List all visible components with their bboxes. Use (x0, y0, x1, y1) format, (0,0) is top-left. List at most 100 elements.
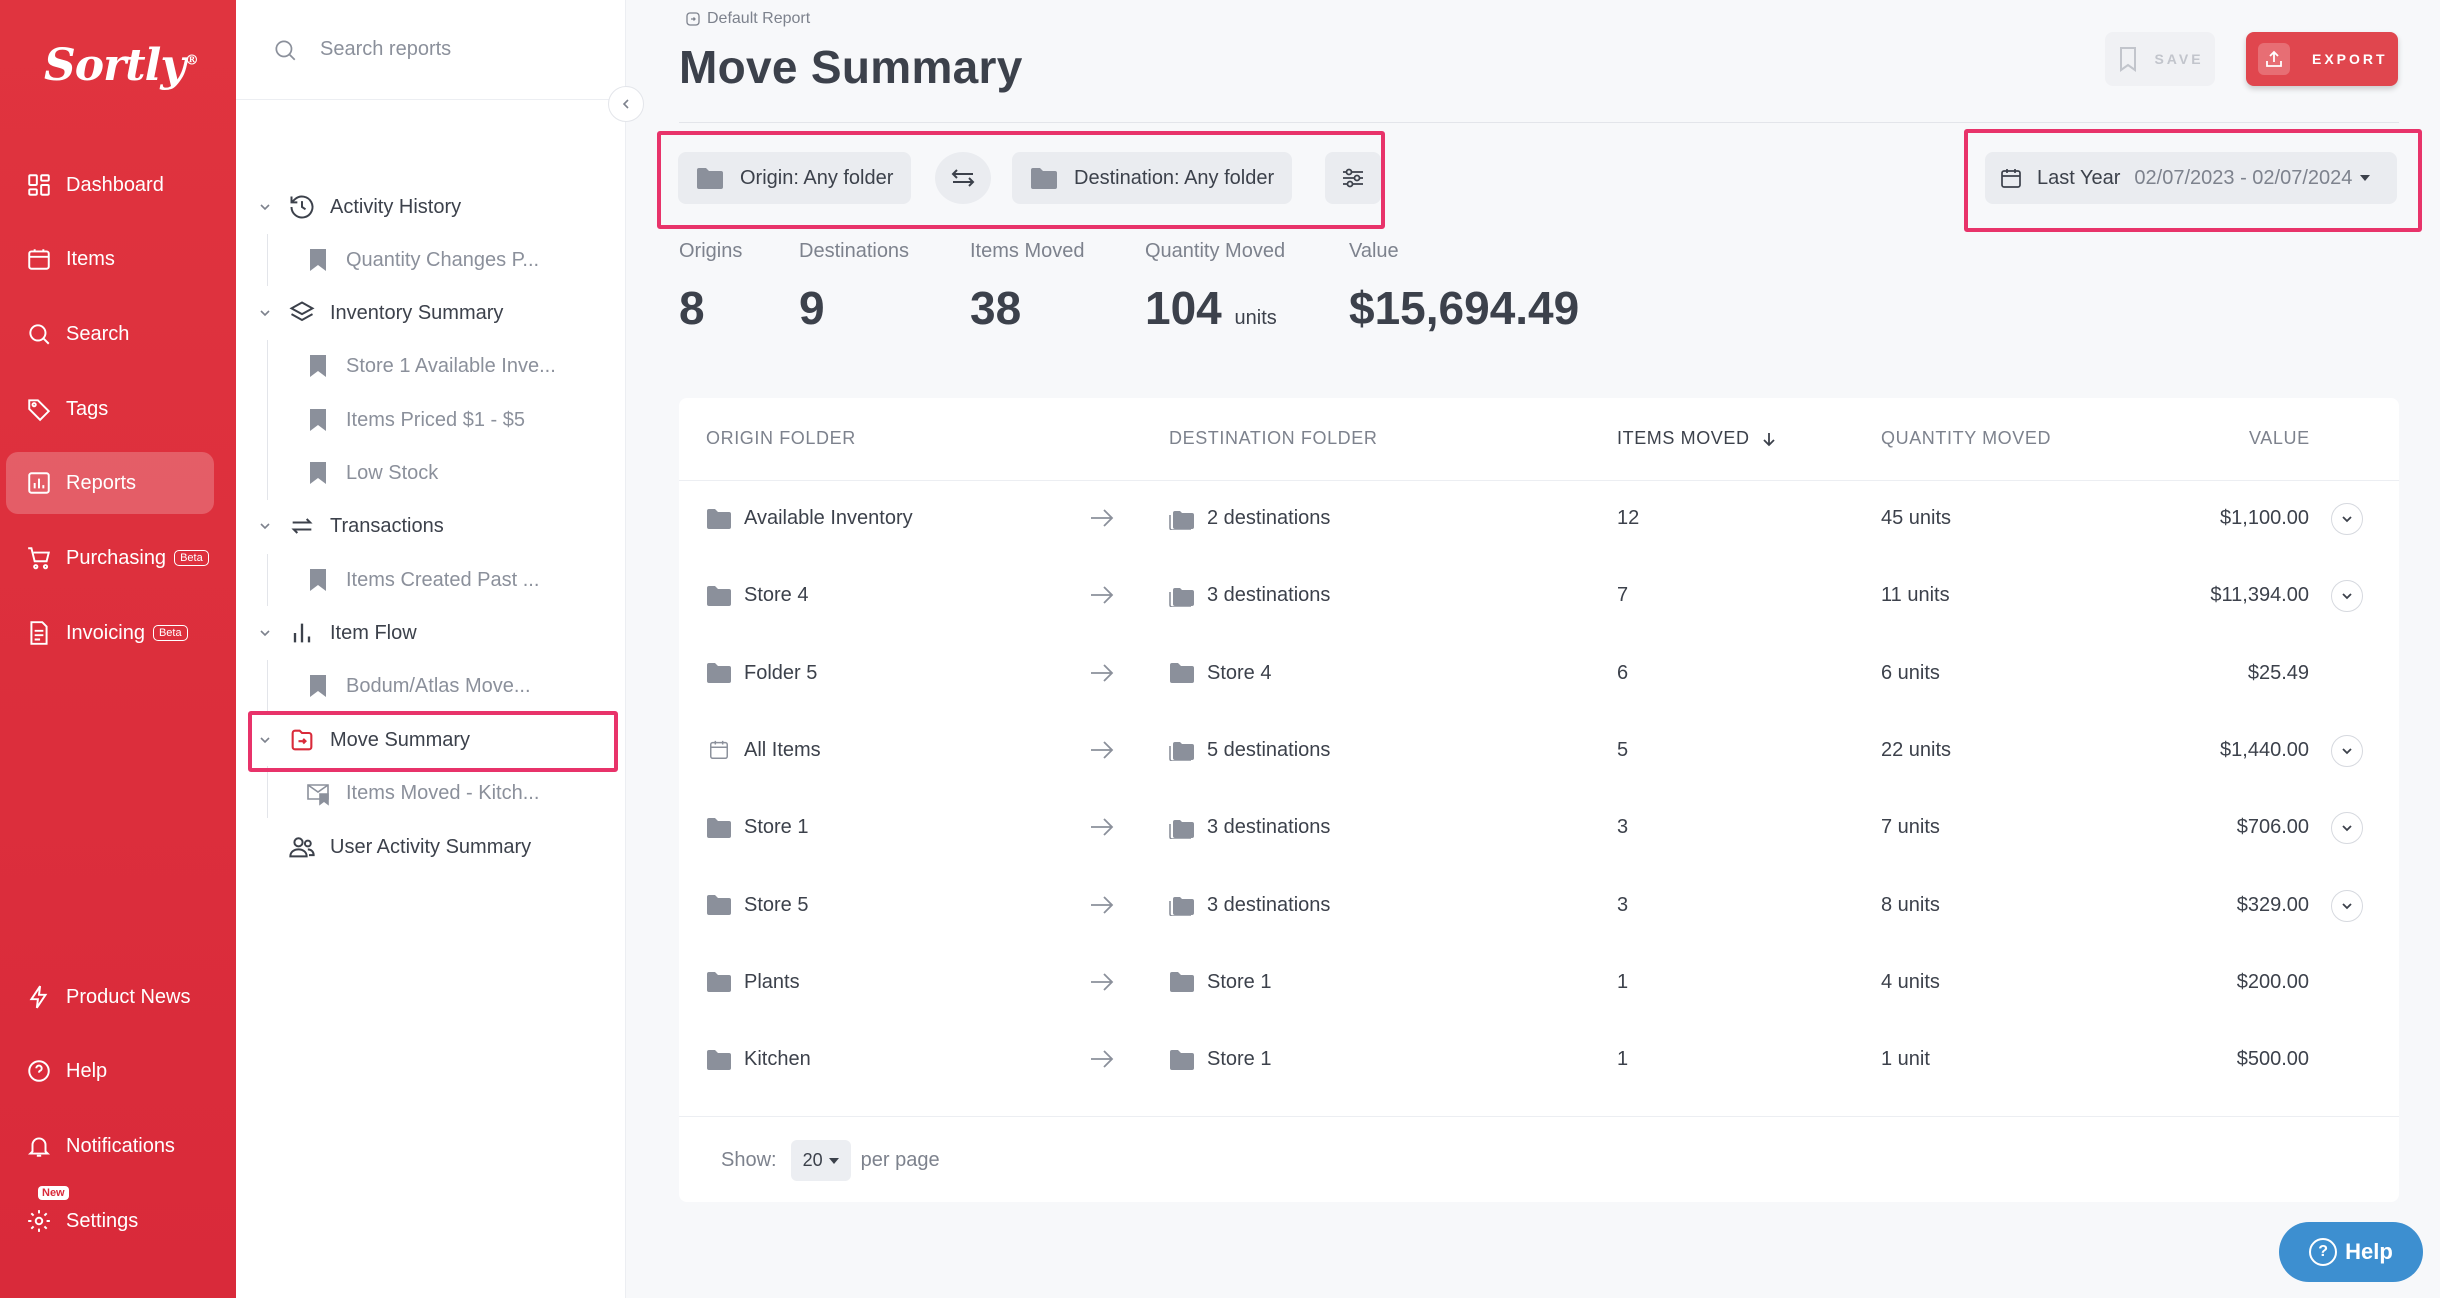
sortly-logo[interactable]: Sortly® (44, 40, 199, 91)
tree-child-item[interactable]: Items Moved - Kitch... (236, 767, 626, 819)
items-icon (28, 249, 50, 270)
tree-item-user-activity-summary[interactable]: User Activity Summary (236, 821, 626, 873)
tree-child-item[interactable]: Bodum/Atlas Move... (236, 660, 626, 712)
nav-tags[interactable]: Tags (6, 378, 214, 440)
table-row[interactable]: Plants Store 1 1 4 units $200.00 (679, 945, 2399, 1022)
stat-label: Destinations (799, 240, 910, 262)
tree-child-item[interactable]: Items Created Past ... (236, 554, 626, 606)
nav-settings[interactable]: Settings New (6, 1186, 214, 1252)
export-button[interactable]: EXPORT (2246, 32, 2398, 86)
per-page-label: per page (860, 1149, 940, 1171)
arrow-right-icon (1091, 586, 1114, 604)
tree-item-transactions[interactable]: Transactions (236, 500, 626, 552)
collapse-sidebar-button[interactable] (608, 86, 644, 122)
tree-item-item-flow[interactable]: Item Flow (236, 607, 626, 659)
save-label: SAVE (2154, 51, 2204, 67)
table-row[interactable]: Kitchen Store 1 1 1 unit $500.00 (679, 1022, 2399, 1099)
expand-row-button[interactable] (2331, 503, 2363, 535)
filter-options-button[interactable] (1325, 152, 1381, 204)
tree-child-item[interactable]: Items Priced $1 - $5 (236, 394, 626, 446)
export-label: EXPORT (2312, 51, 2388, 67)
destination-name: Store 1 (1207, 1048, 1272, 1071)
expand-row-button[interactable] (2331, 580, 2363, 613)
bookmark-icon (2120, 47, 2137, 72)
expand-row-button[interactable] (2331, 734, 2363, 767)
help-chat-button[interactable]: ? Help (2279, 1222, 2423, 1282)
chevron-down-icon[interactable] (258, 306, 272, 320)
nav-notifications[interactable]: Notifications (6, 1115, 214, 1177)
search-reports-input[interactable] (320, 38, 600, 61)
tree-line (267, 660, 268, 712)
chevron-down-icon[interactable] (258, 519, 272, 533)
stat-items-moved: Items Moved 38 (970, 240, 1084, 335)
tree-child-label: Quantity Changes P... (346, 248, 540, 271)
expand-row-button[interactable] (2331, 889, 2363, 922)
bell-icon (27, 1137, 51, 1157)
nav-label: Tags (66, 397, 109, 420)
bookmark-icon (310, 355, 326, 377)
nav-dashboard[interactable]: Dashboard (6, 154, 214, 216)
main-nav: Sortly® Dashboard Items Search Tags Repo… (0, 0, 236, 1298)
quantity-moved-cell: 6 units (1881, 661, 1940, 684)
col-header-items-moved[interactable]: ITEMS MOVED (1617, 428, 1778, 449)
table-row[interactable]: Store 1 3 destinations 3 7 units $706.00 (679, 790, 2399, 867)
folder-icon (1031, 168, 1057, 189)
origin-cell: Available Inventory (706, 507, 913, 530)
table-row[interactable]: Available Inventory 2 destinations 12 45 un… (679, 481, 2399, 558)
destination-filter-button[interactable]: Destination: Any folder (1012, 152, 1293, 204)
pagination-footer: Show: 20 per page (721, 1140, 940, 1181)
tree-child-item[interactable]: Quantity Changes P... (236, 234, 626, 286)
stat-label: Quantity Moved (1145, 240, 1286, 262)
nav-invoicing[interactable]: Invoicing Beta (6, 602, 214, 664)
chevron-down-icon[interactable] (258, 626, 272, 640)
table-row[interactable]: Folder 5 Store 4 6 6 units $25.49 (679, 636, 2399, 713)
swap-origin-destination-button[interactable] (935, 152, 991, 204)
destination-name: Store 4 (1207, 661, 1272, 684)
chevron-down-icon[interactable] (258, 200, 272, 214)
save-button[interactable]: SAVE (2105, 32, 2215, 86)
expand-row-button[interactable] (2331, 812, 2363, 845)
nav-reports[interactable]: Reports (6, 452, 214, 514)
arrow-right-icon (1091, 973, 1114, 991)
table-row[interactable]: Store 4 3 destinations 7 11 units $11,394.00 (679, 558, 2399, 635)
tree-item-move-summary[interactable]: Move Summary (236, 714, 626, 766)
stat-value: $15,694.49 (1349, 282, 1580, 334)
annotation-highlight (657, 131, 1385, 229)
tree-child-label: Items Created Past ... (346, 568, 540, 591)
col-header-destination[interactable]: DESTINATION FOLDER (1169, 428, 1378, 448)
origin-cell: Kitchen (706, 1048, 811, 1071)
tree-child-item[interactable]: Store 1 Available Inve... (236, 340, 626, 392)
stat-value: 9 (799, 282, 825, 334)
per-page-select[interactable]: 20 (790, 1140, 851, 1181)
gear-icon (28, 1210, 50, 1232)
nav-search[interactable]: Search (6, 303, 214, 365)
dashboard-icon (28, 174, 50, 196)
calendar-icon (710, 741, 728, 760)
folder-icon (707, 585, 731, 606)
tree-item-activity-history[interactable]: Activity History (236, 181, 626, 233)
chevron-down-icon[interactable] (258, 733, 272, 747)
col-header-origin[interactable]: ORIGIN FOLDER (706, 428, 856, 448)
breadcrumb[interactable]: Default Report (685, 10, 810, 28)
tree-child-label: Bodum/Atlas Move... (346, 674, 531, 697)
nav-purchasing[interactable]: Purchasing Beta (6, 527, 214, 589)
folder-icon (697, 168, 723, 189)
origin-filter-button[interactable]: Origin: Any folder (678, 152, 912, 204)
tree-child-item[interactable]: Low Stock (236, 447, 626, 499)
nav-product-news[interactable]: Product News (6, 966, 214, 1028)
date-range-picker[interactable]: Last Year 02/07/2023 - 02/07/2024 (1985, 152, 2397, 204)
destination-cell: 3 destinations (1169, 584, 1330, 607)
table-row[interactable]: All Items 5 destinations 5 22 units $1,440.0… (679, 713, 2399, 790)
tree-item-inventory-summary[interactable]: Inventory Summary (236, 287, 626, 339)
cart-icon (28, 547, 50, 570)
history-icon (290, 195, 314, 219)
items-moved-cell: 5 (1617, 738, 1629, 761)
col-header-quantity[interactable]: QUANTITY MOVED (1881, 428, 2052, 448)
nav-items[interactable]: Items (6, 228, 214, 290)
nav-label: Reports (66, 471, 137, 494)
destination-name: Store 1 (1207, 970, 1272, 993)
value-cell: $500.00 (2236, 1048, 2309, 1071)
nav-help[interactable]: Help (6, 1040, 214, 1102)
col-header-value[interactable]: VALUE (2249, 428, 2310, 448)
table-row[interactable]: Store 5 3 destinations 3 8 units $329.00 (679, 868, 2399, 945)
